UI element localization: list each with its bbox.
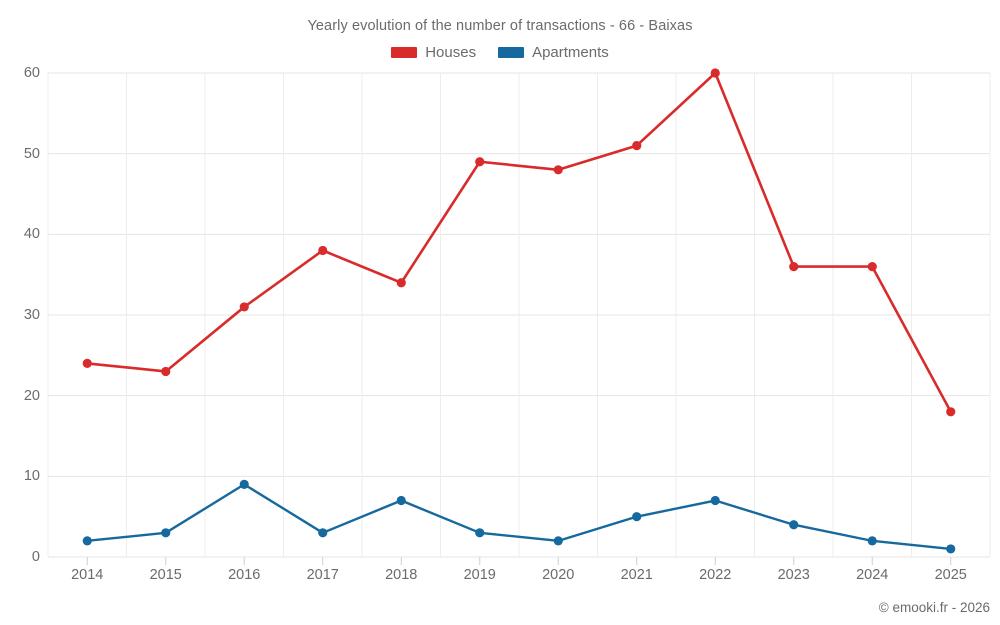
y-axis-tick-label: 10 [23,468,40,485]
series-layer [82,68,956,554]
data-point-apartments-2023[interactable] [789,520,799,530]
legend-swatch-houses [391,47,418,58]
chart-legend: Houses Apartments [0,44,1000,61]
y-axis-tick-label: 0 [31,549,40,565]
footer-credit: © emooki.fr - 2026 [878,600,990,615]
data-point-apartments-2019[interactable] [475,528,485,538]
data-point-apartments-2022[interactable] [710,495,720,506]
x-axis-ticks [86,557,952,565]
x-gridlines [47,73,991,557]
data-point-apartments-2018[interactable] [396,495,406,506]
x-axis-tick-label: 2025 [934,567,967,583]
data-point-houses-2024[interactable] [867,262,877,272]
data-point-houses-2021[interactable] [632,141,642,151]
data-point-apartments-2020[interactable] [553,536,563,546]
legend-label-apartments: Apartments [532,44,609,61]
data-point-houses-2025[interactable] [946,407,956,417]
data-point-houses-2018[interactable] [396,278,406,288]
x-axis-tick-label: 2020 [542,567,575,583]
data-point-apartments-2016[interactable] [239,479,249,489]
series-line-apartments [86,483,952,551]
data-point-houses-2022[interactable] [710,68,720,78]
x-axis-tick-label: 2017 [306,567,339,583]
data-point-apartments-2021[interactable] [632,512,642,522]
chart-title: Yearly evolution of the number of transa… [307,18,693,34]
legend-item-houses[interactable]: Houses [391,44,476,61]
data-point-apartments-2025[interactable] [946,544,956,554]
legend-label-houses: Houses [425,44,477,61]
x-axis-tick-label: 2019 [463,567,496,583]
x-axis-tick-label: 2023 [777,567,810,583]
x-axis-tick-label: 2015 [149,567,182,583]
series-line-houses [85,71,953,414]
data-point-apartments-2015[interactable] [161,528,171,538]
y-axis-tick-label: 20 [23,387,40,404]
y-axis-tick-label: 40 [23,226,40,243]
data-point-apartments-2014[interactable] [82,536,92,546]
x-axis-tick-label: 2018 [385,567,418,583]
x-axis-tick-label: 2022 [699,567,732,583]
x-axis-tick-label: 2024 [856,567,889,583]
legend-item-apartments[interactable]: Apartments [498,44,609,61]
data-point-apartments-2024[interactable] [867,536,877,546]
y-axis-tick-label: 60 [23,65,40,81]
data-point-houses-2023[interactable] [789,262,799,272]
data-point-houses-2014[interactable] [82,358,92,368]
data-point-apartments-2017[interactable] [318,528,328,538]
x-axis-tick-label: 2014 [71,567,104,583]
x-axis-tick-label: 2021 [620,567,653,583]
y-axis-tick-label: 50 [23,145,40,162]
data-point-houses-2019[interactable] [475,157,485,167]
data-point-houses-2016[interactable] [239,302,249,312]
x-axis-tick-label: 2016 [228,567,261,583]
legend-swatch-apartments [498,47,525,58]
y-axis-tick-label: 30 [23,307,40,323]
data-point-houses-2017[interactable] [318,245,328,256]
data-point-houses-2020[interactable] [553,165,563,175]
data-point-houses-2015[interactable] [161,366,171,377]
